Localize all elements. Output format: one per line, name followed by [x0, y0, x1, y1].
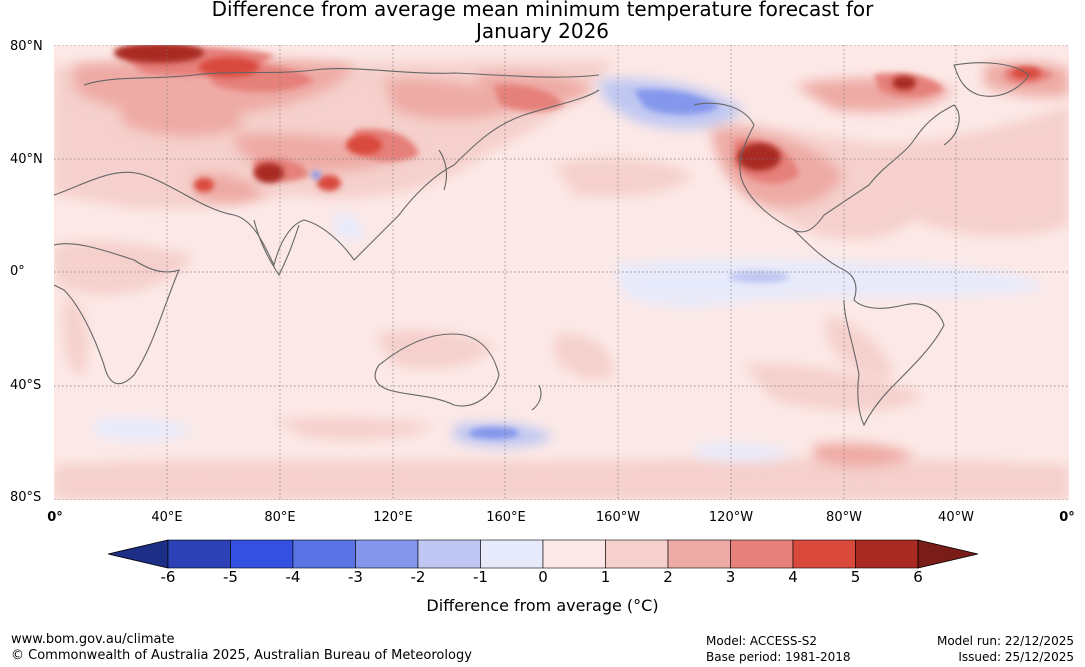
colorbar-tick-label: 1	[600, 568, 611, 586]
colorbar-label-text: Difference from average (	[426, 596, 634, 615]
lon-label-0-right: 0°	[1059, 510, 1075, 525]
colorbar-cell	[480, 539, 544, 569]
lat-label-80n: 80°N	[10, 39, 43, 54]
colorbar-cell	[792, 539, 856, 569]
colorbar-tick-label: -6	[160, 568, 176, 586]
colorbar-label-unit: °C	[633, 596, 653, 615]
colorbar-cell	[730, 539, 794, 569]
colorbar-tick-label: -5	[223, 568, 238, 586]
colorbar-cell	[855, 539, 919, 569]
coastlines	[54, 62, 1030, 427]
lon-label-80w: 80°W	[826, 510, 862, 525]
footer-website: www.bom.gov.au/climate	[11, 632, 175, 647]
colorbar-label: Difference from average (°C)	[0, 596, 1085, 615]
colorbar-label-close: )	[652, 596, 659, 615]
colorbar-tick-label: -4	[285, 568, 301, 586]
colorbar-cell	[605, 539, 669, 569]
footer-model: Model: ACCESS-S2	[706, 634, 818, 648]
colorbar-extend-low	[108, 539, 169, 569]
colorbar-tick-label: 3	[725, 568, 736, 586]
colorbar-tick-label: -2	[410, 568, 426, 586]
graticule	[54, 45, 1069, 500]
lat-label-40n: 40°N	[10, 152, 43, 167]
colorbar-tick-label: -3	[348, 568, 363, 586]
lon-label-40e: 40°E	[151, 510, 183, 525]
colorbar-tick-label: 6	[913, 568, 923, 586]
footer-base-period: Base period: 1981-2018	[706, 650, 851, 664]
footer-model-run: Model run: 22/12/2025	[936, 634, 1074, 648]
lon-label-120w: 120°W	[708, 510, 754, 525]
colorbar-cell	[355, 539, 419, 569]
map-title-line2: January 2026	[475, 19, 610, 43]
colorbar-cell	[167, 539, 231, 569]
colorbar-tick-label: 2	[663, 568, 673, 586]
lon-label-120e: 120°E	[373, 510, 413, 525]
colorbar-cell	[542, 539, 606, 569]
colorbar-cell	[417, 539, 481, 569]
colorbar	[108, 539, 978, 569]
lon-label-160e: 160°E	[486, 510, 526, 525]
footer-issued: Issued: 25/12/2025	[958, 650, 1074, 664]
lon-label-0-left: 0°	[47, 510, 63, 525]
colorbar-tick-label: 5	[850, 568, 861, 586]
lon-label-160w: 160°W	[595, 510, 641, 525]
anomaly-cold-core	[311, 89, 789, 439]
colorbar-extend-high	[917, 539, 978, 569]
temperature-anomaly-map	[54, 45, 1069, 500]
anomaly-band-4-6	[114, 45, 1041, 192]
colorbar-cell	[667, 539, 731, 569]
colorbar-tick-label: 0	[538, 568, 548, 586]
lon-label-40w: 40°W	[938, 510, 974, 525]
lat-label-equator: 0°	[10, 264, 25, 279]
map-title-line1: Difference from average mean minimum tem…	[211, 0, 874, 21]
colorbar-tick-label: 4	[788, 568, 798, 586]
colorbar-cell	[230, 539, 294, 569]
footer-copyright: © Commonwealth of Australia 2025, Austra…	[11, 648, 472, 663]
lon-label-80e: 80°E	[264, 510, 296, 525]
colorbar-tick-label: -1	[473, 568, 488, 586]
colorbar-cell	[292, 539, 356, 569]
lat-label-80s: 80°S	[10, 490, 42, 505]
lat-label-40s: 40°S	[10, 378, 42, 393]
